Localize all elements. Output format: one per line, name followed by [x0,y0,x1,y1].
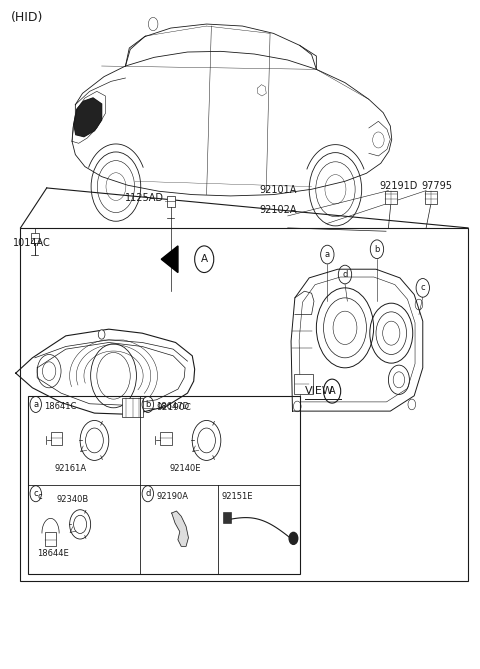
Text: 92101A: 92101A [259,185,297,195]
Text: a: a [325,250,330,259]
Bar [385,191,396,204]
Polygon shape [74,98,102,136]
Text: 92140E: 92140E [169,464,201,472]
Polygon shape [161,246,178,272]
Text: a: a [33,400,38,409]
Bar [167,196,175,207]
Text: 92161A: 92161A [55,464,87,472]
Text: A: A [201,254,208,264]
Text: c: c [420,284,425,292]
Bar [31,233,38,244]
Bar [425,191,437,204]
Text: b: b [374,245,380,254]
Bar [45,532,56,547]
Text: 92102A: 92102A [259,205,297,215]
Text: 1125AD: 1125AD [125,193,164,203]
Bar [223,512,231,523]
Text: 18647D: 18647D [156,403,190,411]
Text: d: d [145,489,151,498]
Bar [28,396,300,575]
Text: 1014AC: 1014AC [13,237,51,248]
Bar [21,228,468,581]
Text: A: A [329,386,336,396]
Bar [160,432,172,445]
Text: d: d [342,270,348,279]
Bar [294,375,313,395]
Text: 97795: 97795 [421,181,452,191]
Text: 92190A: 92190A [156,492,189,500]
Text: 92340B: 92340B [56,495,88,504]
Polygon shape [172,511,189,547]
Text: 92190C: 92190C [156,403,192,412]
Text: c: c [37,492,42,500]
Text: 92191D: 92191D [379,181,418,191]
Bar [122,399,143,417]
Text: VIEW: VIEW [305,386,334,396]
Text: 18641C: 18641C [44,403,77,411]
Text: 18644E: 18644E [37,549,69,559]
Circle shape [98,330,105,339]
Text: c: c [34,489,38,498]
Circle shape [289,533,298,545]
Text: b: b [145,400,151,409]
Text: (HID): (HID) [11,11,43,24]
Polygon shape [258,85,266,96]
Text: 92151E: 92151E [221,492,253,500]
Bar [50,432,62,445]
